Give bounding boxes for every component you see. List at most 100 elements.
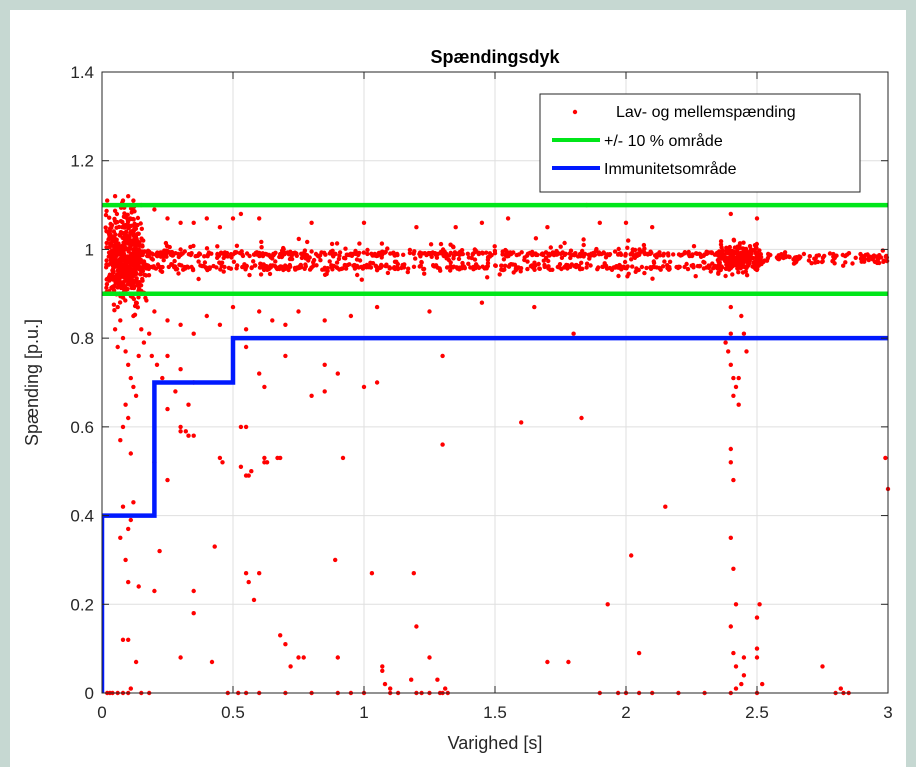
data-point: [728, 460, 733, 465]
data-point: [186, 402, 191, 407]
y-tick-label: 0: [85, 684, 94, 703]
data-point: [158, 268, 163, 273]
data-point: [361, 220, 367, 225]
data-point: [329, 241, 335, 247]
data-point: [134, 276, 139, 281]
x-axis-label: Varighed [s]: [448, 733, 543, 753]
x-tick-label: 1: [359, 703, 368, 722]
data-point: [573, 262, 579, 268]
data-point: [440, 247, 446, 252]
data-point: [794, 259, 799, 264]
data-point: [875, 260, 880, 266]
y-tick-label: 0.2: [70, 595, 94, 614]
data-point: [178, 429, 183, 434]
y-tick-label: 1.4: [70, 63, 94, 82]
data-point: [739, 681, 744, 687]
data-point: [315, 253, 320, 258]
data-point: [650, 225, 655, 230]
data-point: [575, 254, 581, 259]
data-point: [501, 257, 507, 262]
data-point: [382, 681, 388, 687]
data-point: [118, 535, 123, 540]
data-point: [129, 210, 134, 215]
data-point: [731, 393, 736, 398]
data-point: [234, 266, 239, 271]
data-point: [421, 266, 426, 272]
data-point: [335, 655, 340, 660]
data-point: [737, 243, 742, 249]
data-point: [726, 349, 731, 354]
data-point: [642, 246, 647, 251]
data-point: [126, 226, 131, 231]
data-point: [600, 264, 605, 269]
data-point: [782, 250, 788, 255]
data-point: [259, 245, 264, 250]
data-point: [807, 254, 812, 259]
data-point: [103, 225, 108, 230]
data-point: [735, 266, 740, 271]
data-point: [261, 267, 267, 273]
data-point: [217, 322, 223, 327]
data-point: [296, 655, 301, 660]
data-point: [438, 268, 443, 273]
data-point: [207, 265, 212, 270]
data-point: [418, 263, 423, 268]
data-point: [507, 250, 512, 255]
data-point: [535, 252, 540, 258]
data-point: [754, 655, 760, 660]
data-point: [365, 251, 370, 257]
data-point: [545, 225, 550, 230]
data-point: [126, 247, 132, 252]
data-point: [503, 263, 508, 268]
data-point: [343, 256, 348, 261]
data-point: [822, 253, 827, 259]
data-point: [281, 245, 286, 251]
data-point: [204, 313, 209, 319]
data-point: [741, 240, 746, 245]
data-point: [660, 264, 666, 269]
data-point: [299, 255, 305, 261]
data-point: [131, 198, 136, 203]
data-point: [149, 353, 154, 359]
data-point: [625, 264, 630, 269]
data-point: [257, 216, 262, 221]
data-point: [444, 254, 449, 260]
data-point: [370, 261, 376, 266]
data-point: [182, 249, 187, 254]
data-point: [516, 265, 521, 270]
data-point: [497, 272, 502, 277]
data-point: [131, 273, 136, 279]
data-point: [126, 362, 131, 367]
plot-area: [102, 194, 891, 696]
data-point: [118, 318, 123, 323]
data-point: [757, 602, 762, 607]
y-tick-label: 0.8: [70, 329, 94, 348]
data-point: [197, 252, 203, 257]
data-point: [114, 211, 120, 217]
data-point: [518, 269, 523, 274]
data-point: [177, 262, 182, 267]
data-point: [716, 265, 722, 271]
data-point: [121, 235, 127, 240]
data-point: [322, 362, 327, 367]
data-point: [728, 535, 733, 540]
data-point: [589, 251, 594, 256]
data-point: [689, 253, 695, 259]
data-point: [407, 247, 413, 253]
data-point: [296, 309, 301, 314]
data-point: [296, 236, 301, 242]
data-point: [257, 371, 262, 376]
data-point: [716, 270, 721, 275]
data-point: [741, 331, 747, 336]
data-point: [302, 266, 307, 271]
data-point: [405, 269, 410, 275]
data-point: [289, 256, 295, 262]
data-point: [724, 245, 729, 250]
data-point: [697, 251, 702, 256]
data-point: [502, 267, 507, 272]
axes: 0 0.5 1 1.5 2 2.5 3 0 0.2 0.4 0.6 0.8 1 1.2 1.4: [70, 63, 892, 722]
data-point: [309, 220, 314, 225]
data-point: [246, 473, 251, 478]
data-point: [154, 362, 160, 367]
data-point: [875, 257, 881, 262]
